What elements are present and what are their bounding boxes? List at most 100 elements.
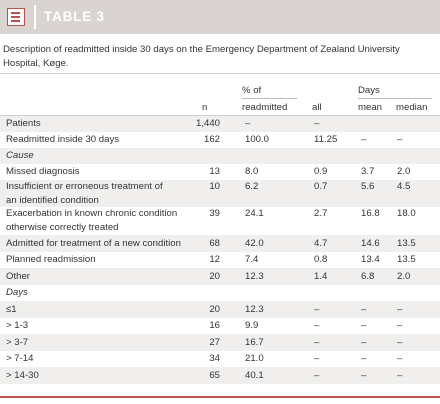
table-bottom-rule: [0, 396, 440, 398]
cell-n: 20: [209, 271, 220, 282]
cell-mean: –: [361, 353, 367, 364]
cell-n: 39: [209, 208, 220, 219]
cell-mean: –: [361, 304, 367, 315]
row-label: > 3-7: [6, 337, 29, 348]
cell-pct: 24.1: [245, 208, 264, 219]
cell-n: 16: [209, 320, 220, 331]
section-header-row: Cause: [0, 148, 440, 164]
table-row: > 3-7 27 16.7 – – –: [0, 334, 440, 351]
row-label: Other: [6, 271, 30, 282]
cell-n: 34: [209, 353, 220, 364]
table-row: > 7-14 34 21.0 – – –: [0, 351, 440, 367]
row-label: Planned readmission: [6, 254, 96, 265]
row-label: Cause: [6, 150, 34, 161]
cell-median: 13.5: [397, 238, 416, 249]
col-header-days: Days: [358, 85, 380, 96]
row-label: Insufficient or erroneous treatment of: [6, 181, 163, 192]
cell-pct: 21.0: [245, 353, 264, 364]
row-label: ≤1: [6, 304, 17, 315]
table-row: Other 20 12.3 1.4 6.8 2.0: [0, 268, 440, 285]
cell-median: 2.0: [397, 271, 411, 282]
row-label-continued: an identified condition: [6, 194, 99, 206]
cell-n: 162: [203, 134, 220, 145]
header-bottom-rule: [0, 115, 440, 116]
row-label: Readmitted inside 30 days: [6, 134, 120, 145]
cell-mean: –: [361, 370, 367, 381]
table-row: Planned readmission 12 7.4 0.8 13.4 13.5: [0, 252, 440, 268]
col-header-days-underline: [358, 98, 432, 99]
cell-all: 0.7: [314, 181, 328, 192]
col-header-pct-top: % of: [242, 85, 262, 96]
table-caption: Description of readmitted inside 30 days…: [3, 44, 400, 69]
cell-pct: 40.1: [245, 370, 264, 381]
cell-mean: 5.6: [361, 181, 375, 192]
cell-pct: 100.0: [245, 134, 270, 145]
table-row: ≤1 20 12.3 – – –: [0, 301, 440, 318]
row-label-continued: otherwise correctly treated: [6, 221, 119, 233]
cell-pct: 12.3: [245, 271, 264, 282]
cell-median: –: [397, 353, 403, 364]
cell-median: 18.0: [397, 208, 416, 219]
cell-median: –: [397, 304, 403, 315]
cell-all: 0.9: [314, 166, 328, 177]
table-header-bar: TABLE 3: [0, 0, 440, 34]
cell-pct: 42.0: [245, 238, 264, 249]
row-label: Missed diagnosis: [6, 166, 80, 177]
table-icon: [7, 8, 25, 26]
cell-median: –: [397, 337, 403, 348]
cell-pct: 6.2: [245, 181, 259, 192]
cell-pct: 7.4: [245, 254, 259, 265]
cell-n: 68: [209, 238, 220, 249]
cell-median: –: [397, 370, 403, 381]
row-label: > 1-3: [6, 320, 29, 331]
table-title: TABLE 3: [44, 9, 105, 24]
table-row: > 14-30 65 40.1 – – –: [0, 367, 440, 384]
cell-median: –: [397, 320, 403, 331]
cell-all: 2.7: [314, 208, 328, 219]
col-header-pct-bottom: readmitted: [242, 102, 288, 113]
row-label: Admitted for treatment of a new conditio…: [6, 238, 181, 249]
cell-mean: –: [361, 337, 367, 348]
cell-median: 13.5: [397, 254, 416, 265]
cell-mean: 13.4: [361, 254, 380, 265]
cell-pct: 12.3: [245, 304, 264, 315]
row-label: Patients: [6, 118, 41, 129]
table-row: Admitted for treatment of a new conditio…: [0, 235, 440, 252]
cell-median: 4.5: [397, 181, 411, 192]
table-row: Insufficient or erroneous treatment of an…: [0, 180, 440, 207]
cell-all: 1.4: [314, 271, 328, 282]
cell-pct: 8.0: [245, 166, 259, 177]
cell-all: –: [314, 320, 320, 331]
row-label: > 7-14: [6, 353, 34, 364]
cell-all: –: [314, 353, 320, 364]
cell-n: 20: [209, 304, 220, 315]
cell-pct: –: [245, 118, 251, 129]
cell-mean: 6.8: [361, 271, 375, 282]
col-header-n: n: [202, 102, 208, 113]
cell-median: 2.0: [397, 166, 411, 177]
cell-mean: 14.6: [361, 238, 380, 249]
cell-all: –: [314, 118, 320, 129]
table-row: Missed diagnosis 13 8.0 0.9 3.7 2.0: [0, 164, 440, 180]
cell-pct: 9.9: [245, 320, 259, 331]
cell-all: –: [314, 337, 320, 348]
cell-n: 1,440: [195, 118, 220, 129]
row-label: > 14-30: [6, 370, 39, 381]
cell-all: –: [314, 370, 320, 381]
table-row: Readmitted inside 30 days 162 100.0 11.25 – –: [0, 132, 440, 148]
cell-mean: –: [361, 320, 367, 331]
cell-n: 12: [209, 254, 220, 265]
cell-pct: 16.7: [245, 337, 264, 348]
cell-all: 4.7: [314, 238, 328, 249]
cell-mean: 16.8: [361, 208, 380, 219]
cell-n: 27: [209, 337, 220, 348]
cell-n: 13: [209, 166, 220, 177]
col-header-median: median: [396, 102, 428, 113]
header-divider: [34, 5, 36, 29]
col-header-pct-underline: [242, 98, 297, 99]
cell-n: 65: [209, 370, 220, 381]
table-top-rule: [0, 73, 440, 74]
cell-mean: –: [361, 134, 367, 145]
cell-median: –: [397, 134, 403, 145]
row-label: Days: [6, 287, 28, 298]
